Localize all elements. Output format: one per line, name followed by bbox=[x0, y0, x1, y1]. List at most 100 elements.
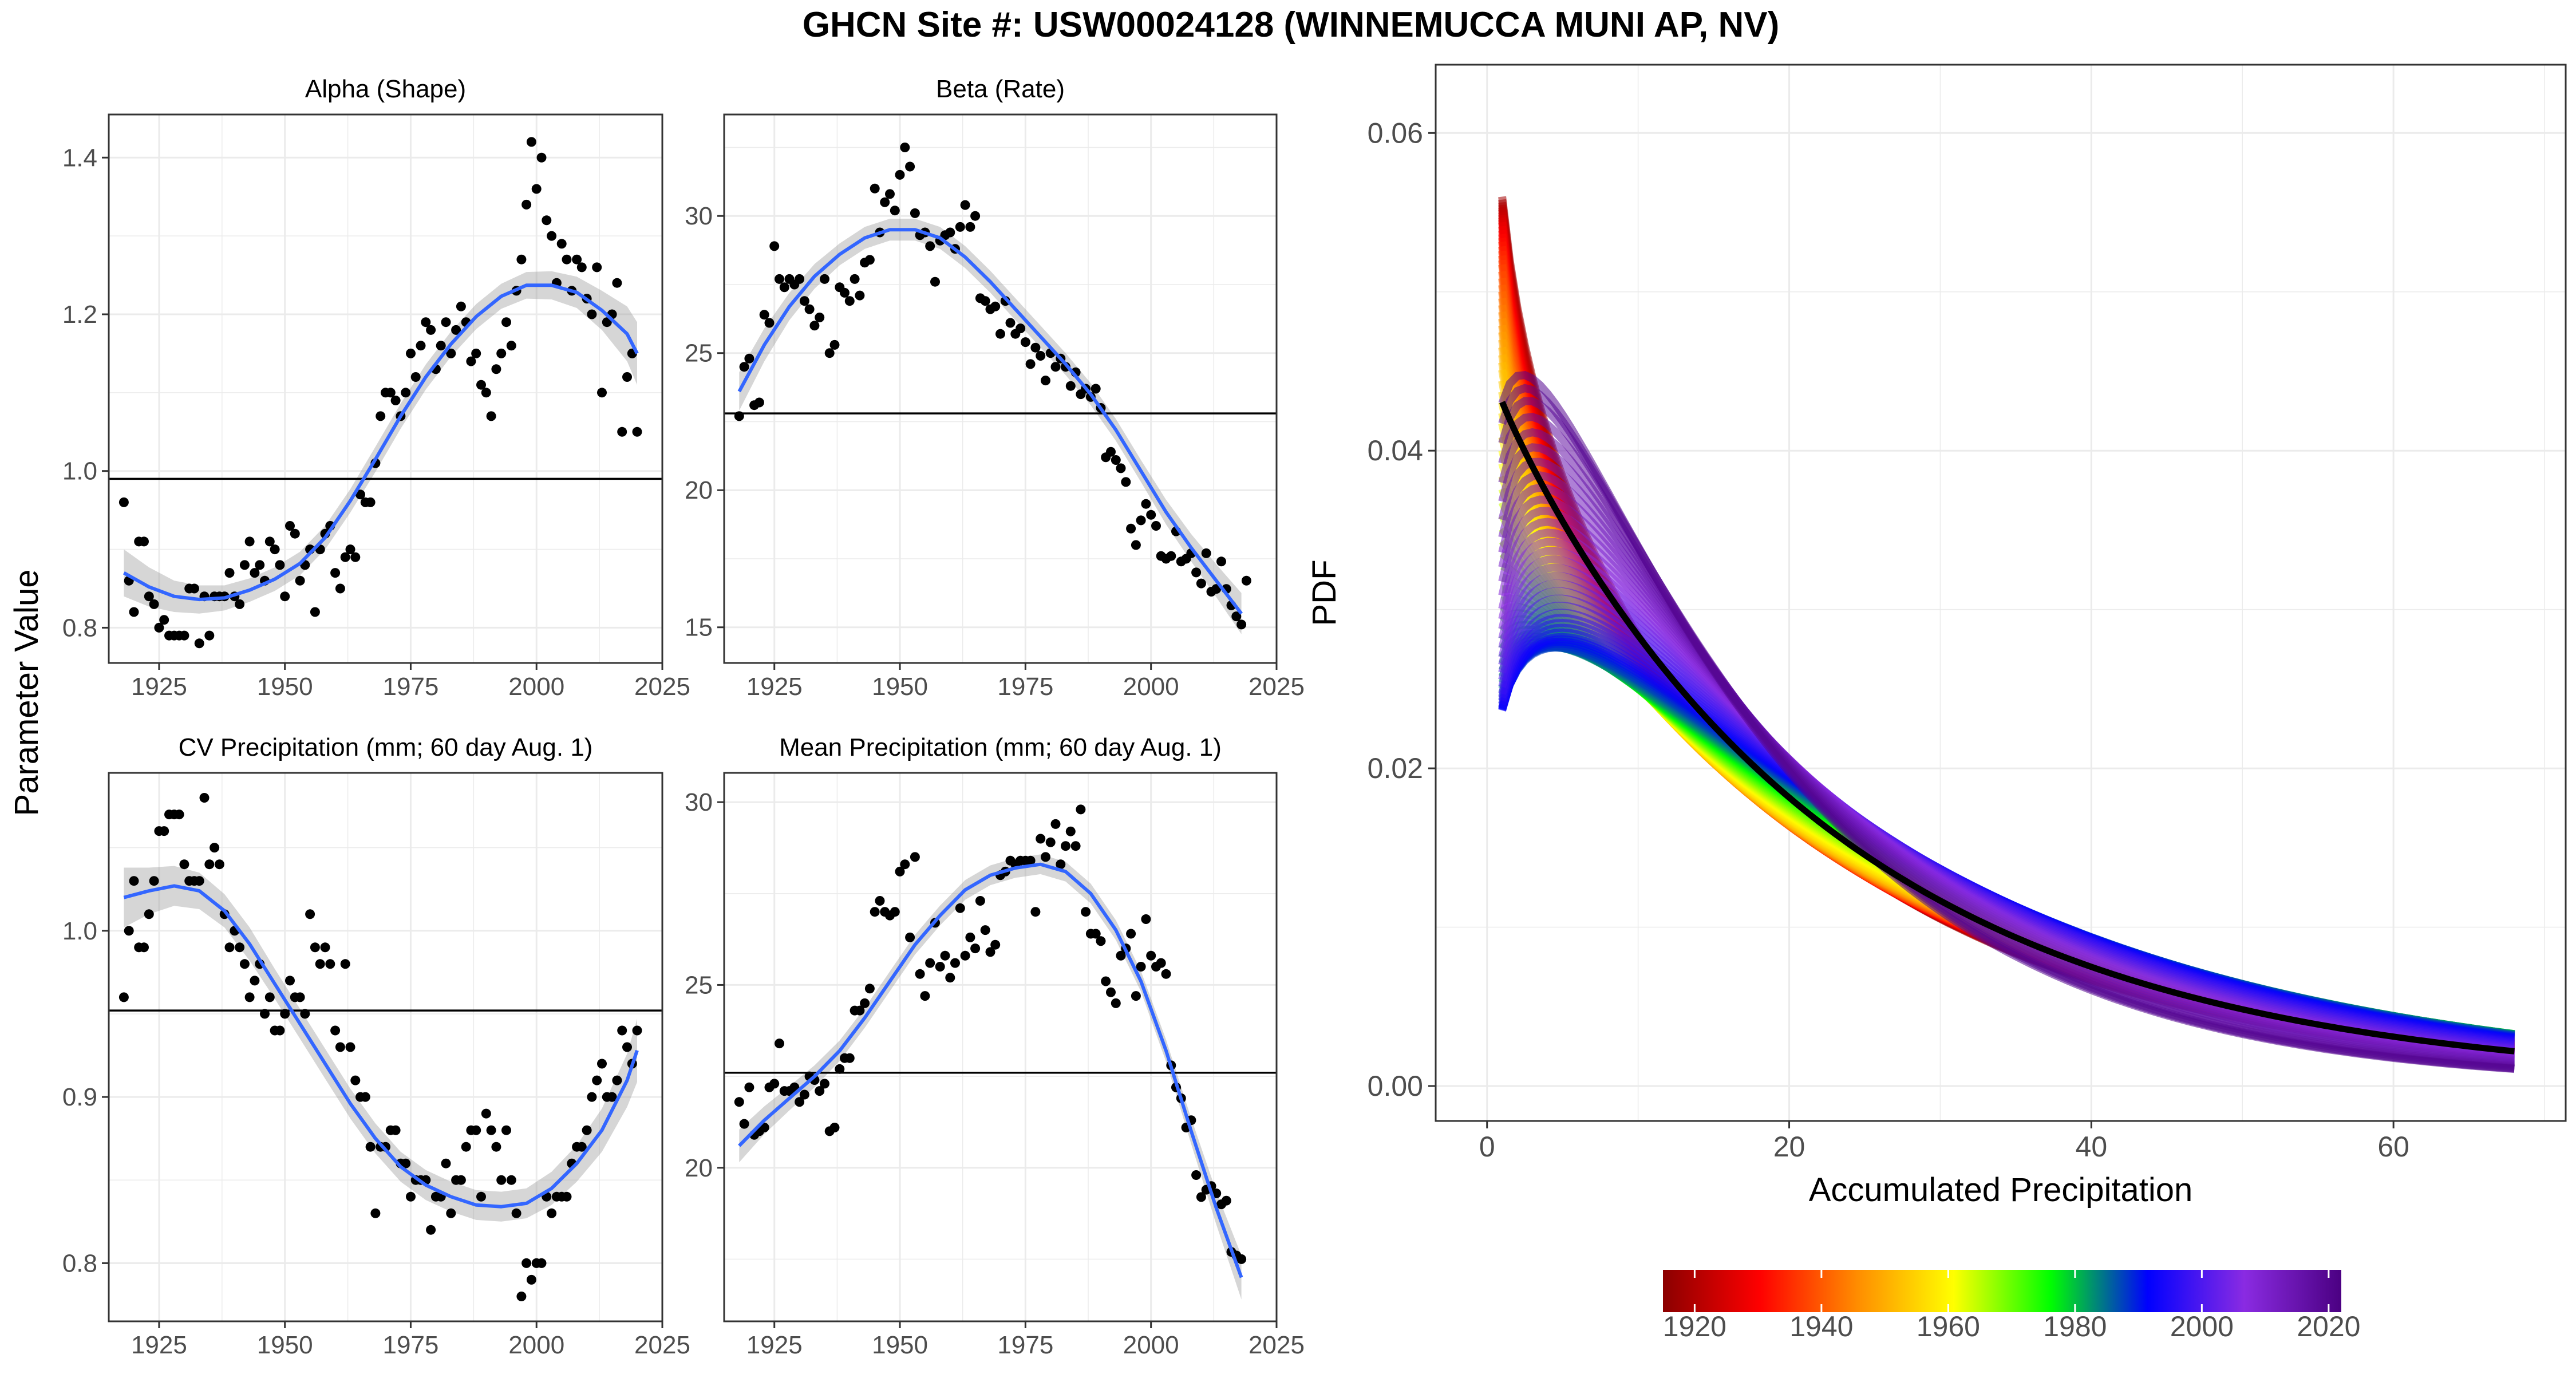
data-point bbox=[406, 1191, 416, 1202]
x-tick-label: 1975 bbox=[997, 673, 1053, 701]
data-point bbox=[1121, 477, 1131, 487]
data-point bbox=[885, 189, 895, 199]
y-tick-label: 0.9 bbox=[62, 1083, 97, 1111]
data-point bbox=[1136, 962, 1146, 972]
colorbar-label: 2000 bbox=[2170, 1310, 2234, 1343]
data-point bbox=[1111, 998, 1121, 1008]
data-point bbox=[390, 1125, 401, 1135]
data-point bbox=[895, 866, 905, 876]
data-point bbox=[355, 489, 365, 500]
data-point bbox=[965, 222, 975, 232]
x-tick-label: 2025 bbox=[1249, 673, 1305, 701]
data-point bbox=[199, 793, 210, 803]
data-point bbox=[194, 638, 204, 649]
data-point bbox=[174, 810, 184, 820]
data-point bbox=[426, 325, 436, 335]
data-point bbox=[1161, 969, 1171, 979]
data-point bbox=[325, 959, 335, 969]
y-tick-label: 0.8 bbox=[62, 1249, 97, 1277]
plot-area-beta bbox=[724, 114, 1277, 663]
figure-title: GHCN Site #: USW00024128 (WINNEMUCCA MUN… bbox=[803, 5, 1779, 45]
y-tick-label: 30 bbox=[685, 788, 713, 816]
data-point bbox=[572, 254, 582, 264]
data-point bbox=[179, 859, 189, 870]
data-point bbox=[210, 843, 220, 853]
colorbar-label: 1940 bbox=[1789, 1310, 1853, 1343]
data-point bbox=[446, 348, 456, 358]
data-point bbox=[1050, 362, 1061, 372]
shared-y-axis-label: Parameter Value bbox=[8, 570, 45, 816]
data-point bbox=[1111, 455, 1121, 465]
data-point bbox=[795, 1097, 805, 1107]
data-point bbox=[1236, 619, 1247, 630]
data-point bbox=[139, 942, 149, 953]
data-point bbox=[975, 896, 985, 906]
data-point bbox=[739, 362, 749, 372]
data-point bbox=[1196, 578, 1206, 589]
data-point bbox=[1101, 976, 1111, 986]
smooth-line bbox=[123, 283, 639, 602]
data-point bbox=[622, 1042, 632, 1052]
data-point bbox=[1106, 987, 1116, 997]
data-point bbox=[910, 852, 920, 862]
x-tick-label: 2000 bbox=[508, 1331, 564, 1359]
data-point bbox=[970, 943, 981, 954]
x-tick-label: 2025 bbox=[634, 673, 690, 701]
x-tick-label: 20 bbox=[1773, 1131, 1805, 1163]
x-tick-label: 2000 bbox=[508, 673, 564, 701]
data-point bbox=[824, 348, 835, 358]
data-point bbox=[521, 199, 532, 210]
data-point bbox=[250, 976, 260, 986]
data-point bbox=[149, 876, 159, 886]
data-point bbox=[556, 239, 567, 249]
data-point bbox=[592, 1075, 602, 1085]
data-point bbox=[481, 388, 491, 398]
data-point bbox=[285, 976, 295, 986]
x-tick-label: 2000 bbox=[1123, 673, 1179, 701]
data-point bbox=[1241, 575, 1251, 586]
y-tick-label: 20 bbox=[685, 1154, 713, 1182]
panel-title: Beta (Rate) bbox=[936, 75, 1065, 103]
data-point bbox=[795, 274, 805, 284]
data-point bbox=[820, 274, 829, 284]
data-point bbox=[335, 583, 345, 594]
data-point bbox=[1216, 556, 1226, 567]
y-tick-label: 0.00 bbox=[1368, 1070, 1423, 1102]
data-point bbox=[1191, 1170, 1202, 1180]
data-point bbox=[149, 599, 159, 609]
panel-border bbox=[723, 113, 1278, 664]
colorbar-legend: 1920 1940 1960 1980 2000 2020 bbox=[1663, 1270, 2360, 1343]
data-point bbox=[864, 255, 875, 265]
data-point bbox=[960, 200, 970, 210]
data-point bbox=[980, 296, 990, 306]
y-tick-label: 20 bbox=[685, 476, 713, 504]
data-point bbox=[915, 969, 925, 979]
data-point bbox=[864, 984, 875, 994]
data-point bbox=[775, 274, 784, 284]
panel-title: CV Precipitation (mm; 60 day Aug. 1) bbox=[179, 733, 593, 761]
data-point bbox=[330, 1025, 341, 1036]
data-point bbox=[980, 925, 990, 935]
data-point bbox=[970, 211, 981, 221]
data-point bbox=[744, 1082, 754, 1092]
data-point bbox=[582, 1125, 592, 1135]
data-point bbox=[890, 206, 900, 216]
x-tick-label: 1975 bbox=[383, 673, 439, 701]
data-point bbox=[1136, 515, 1146, 526]
data-point bbox=[214, 859, 224, 870]
data-point bbox=[960, 950, 970, 961]
data-point bbox=[542, 215, 552, 226]
data-point bbox=[1166, 551, 1176, 561]
data-point bbox=[844, 296, 855, 306]
data-point bbox=[1020, 337, 1030, 348]
data-point bbox=[118, 497, 129, 507]
data-point bbox=[1131, 991, 1141, 1001]
panel-title: Mean Precipitation (mm; 60 day Aug. 1) bbox=[779, 733, 1222, 761]
data-point bbox=[602, 317, 612, 327]
panel-border bbox=[108, 772, 663, 1322]
data-point bbox=[1041, 852, 1050, 862]
data-point bbox=[910, 208, 920, 218]
data-point bbox=[844, 1053, 855, 1063]
data-point bbox=[1065, 381, 1076, 391]
